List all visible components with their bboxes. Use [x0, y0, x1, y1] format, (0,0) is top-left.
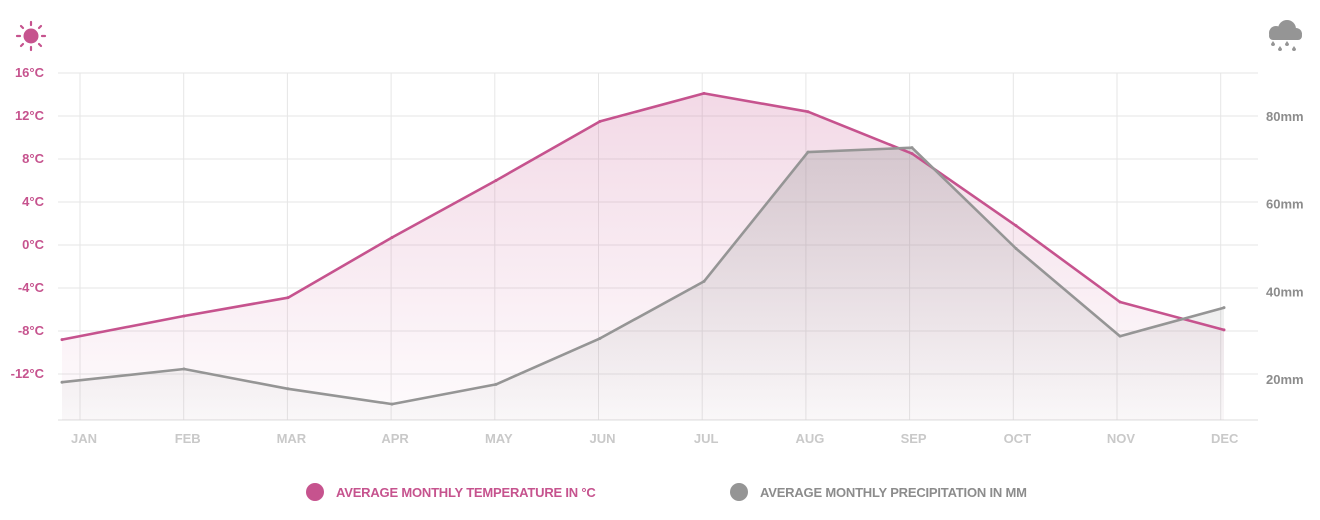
x-tick-label: OCT [1004, 431, 1032, 446]
data-point[interactable] [182, 314, 186, 318]
y-right-tick-label: 20mm [1266, 372, 1304, 387]
data-point[interactable] [702, 91, 706, 95]
x-tick-label: FEB [175, 431, 201, 446]
data-point[interactable] [60, 338, 64, 342]
data-point[interactable] [1118, 334, 1122, 338]
y-left-tick-label: -8°C [18, 323, 45, 338]
sun-icon [15, 20, 47, 52]
data-point[interactable] [182, 367, 186, 371]
y-left-tick-label: 12°C [15, 108, 45, 123]
y-left-tick-label: 4°C [22, 194, 44, 209]
data-point[interactable] [910, 152, 914, 156]
data-point[interactable] [806, 150, 810, 154]
data-point[interactable] [598, 119, 602, 123]
data-point[interactable] [390, 235, 394, 239]
legend-temperature[interactable]: AVERAGE MONTHLY TEMPERATURE IN °C [306, 480, 596, 504]
rain-cloud-icon [1269, 20, 1302, 51]
data-point[interactable] [598, 336, 602, 340]
x-tick-label: MAY [485, 431, 513, 446]
data-point[interactable] [702, 279, 706, 283]
y-left-tick-label: 16°C [15, 65, 45, 80]
legend-precipitation-dot [730, 483, 748, 501]
y-left-tick-label: -4°C [18, 280, 45, 295]
x-tick-label: NOV [1107, 431, 1136, 446]
data-point[interactable] [390, 402, 394, 406]
y-right-tick-label: 60mm [1266, 197, 1304, 212]
series-line-temperature [61, 92, 1225, 341]
x-tick-label: AUG [795, 431, 824, 446]
x-tick-label: MAR [277, 431, 307, 446]
data-point[interactable] [286, 387, 290, 391]
series-area-precipitation [62, 147, 1224, 420]
x-tick-label: JAN [71, 431, 97, 446]
legend-precipitation[interactable]: AVERAGE MONTHLY PRECIPITATION IN MM [730, 480, 1027, 504]
x-tick-label: APR [381, 431, 409, 446]
y-left-tick-label: -12°C [11, 366, 45, 381]
data-point[interactable] [286, 296, 290, 300]
data-point[interactable] [1014, 224, 1018, 228]
data-point[interactable] [494, 179, 498, 182]
data-point[interactable] [1014, 247, 1018, 250]
data-point[interactable] [806, 110, 810, 114]
data-point[interactable] [494, 382, 498, 386]
legend-temperature-dot [306, 483, 324, 501]
x-tick-label: SEP [901, 431, 927, 446]
y-right-tick-label: 40mm [1266, 284, 1304, 299]
y-left-tick-label: 0°C [22, 237, 44, 252]
data-point[interactable] [1222, 328, 1226, 332]
y-left-tick-label: 8°C [22, 151, 44, 166]
legend-temperature-label: AVERAGE MONTHLY TEMPERATURE IN °C [336, 484, 596, 500]
data-point[interactable] [1118, 300, 1122, 304]
x-tick-label: DEC [1211, 431, 1239, 446]
x-tick-label: JUN [589, 431, 615, 446]
data-point[interactable] [1222, 306, 1226, 310]
y-right-tick-label: 80mm [1266, 109, 1304, 124]
series-line-precipitation [61, 146, 1225, 406]
data-point[interactable] [910, 146, 914, 150]
x-tick-label: JUL [694, 431, 719, 446]
data-point[interactable] [60, 380, 64, 384]
legend-precipitation-label: AVERAGE MONTHLY PRECIPITATION IN MM [760, 484, 1027, 500]
